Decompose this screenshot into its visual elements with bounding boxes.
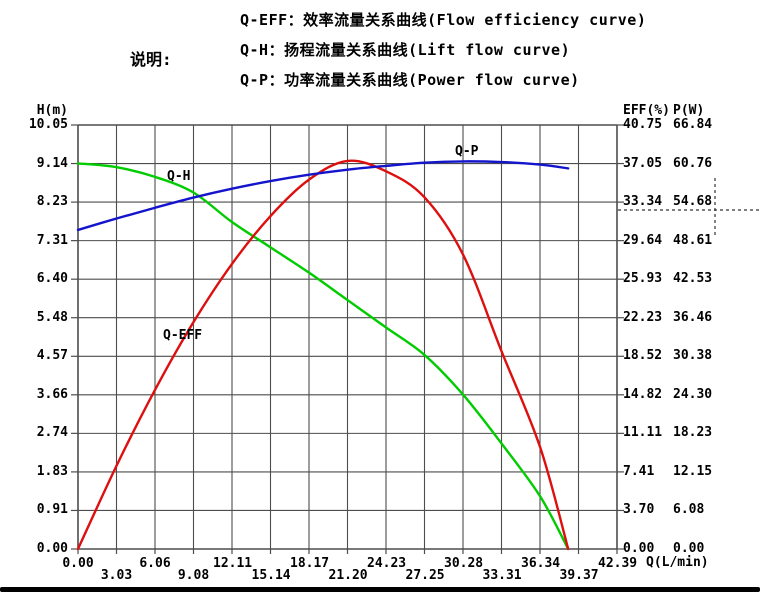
axis-tick-marks: [71, 124, 624, 554]
q-axis-tick-label: 15.14: [251, 568, 291, 583]
eff-axis-tick-label: 3.70: [623, 502, 655, 518]
left-axis-tick-label: 10.05: [28, 117, 68, 132]
p-axis-tick-label: 54.68: [673, 194, 713, 210]
eff-axis-tick-label: 22.23: [623, 309, 663, 325]
q-h-curve: [76, 162, 570, 551]
q-axis-tick-label: 6.06: [139, 556, 171, 571]
p-axis-tick-label: 18.23: [673, 425, 713, 441]
q-axis-tick-label: 0.00: [62, 556, 94, 571]
q-axis-tick-label: 9.08: [177, 568, 210, 583]
q-axis-tick-label: 12.11: [213, 556, 253, 571]
p-axis-tick-label: 12.15: [673, 463, 713, 479]
q-axis-tick-label: 30.28: [444, 556, 484, 571]
eff-axis-title: EFF(%): [623, 103, 670, 118]
legend-label: 说明:: [130, 50, 172, 69]
eff-axis-tick-label: 37.05: [623, 155, 663, 171]
left-axis-title: H(m): [36, 103, 68, 118]
p-axis-title: P(W): [673, 103, 705, 118]
p-axis-tick-label: 24.30: [673, 386, 713, 402]
p-axis-tick-label: 0.00: [673, 541, 705, 556]
q-axis-tick-label: 24.23: [367, 556, 407, 571]
legend-line-qh: Q-H：扬程流量关系曲线(Lift flow curve): [240, 41, 571, 59]
eff-axis-tick-label: 14.82: [623, 386, 663, 402]
eff-axis-tick-label: 11.11: [623, 425, 663, 441]
left-axis-tick-label: 6.40: [36, 271, 68, 287]
left-axis-tick-label: 2.74: [36, 425, 68, 441]
eff-axis-tick-label: 33.34: [623, 194, 663, 210]
q-axis-tick-label: 33.31: [482, 568, 522, 583]
qh-curve-label: Q-H: [167, 169, 191, 184]
eff-axis-tick-label: 25.93: [623, 271, 663, 287]
left-axis-tick-label: 7.31: [36, 232, 68, 248]
p-axis-tick-label: 6.08: [673, 502, 705, 518]
left-axis-tick-label: 5.48: [36, 309, 68, 325]
left-axis-tick-label: 1.83: [36, 463, 68, 479]
q-axis-tick-label: 3.03: [100, 568, 133, 583]
dashed-crosshair-marker: [618, 178, 760, 238]
q-axis-tick-label: 36.34: [521, 556, 561, 571]
left-axis-tick-label: 0.00: [36, 541, 68, 556]
q-axis-tick-label: 42.39: [598, 556, 638, 571]
qp-curve-label: Q-P: [455, 144, 479, 159]
p-axis-tick-label: 66.84: [673, 117, 713, 132]
q-axis-tick-label: 21.20: [328, 568, 368, 583]
q-eff-curve: [76, 159, 570, 551]
p-axis-tick-label: 48.61: [673, 232, 713, 248]
q-p-curve: [76, 160, 570, 232]
left-axis-tick-label: 8.23: [36, 194, 68, 210]
grid-lines: [77, 124, 618, 550]
left-axis-tick-label: 4.57: [36, 348, 68, 364]
q-axis-tick-label: 27.25: [405, 568, 445, 583]
p-axis-tick-label: 60.76: [673, 155, 713, 171]
q-axis-title: Q(L/min): [646, 555, 709, 570]
left-axis-tick-label: 0.91: [36, 502, 68, 518]
p-axis-tick-label: 30.38: [673, 348, 713, 364]
legend-line-qeff: Q-EFF：效率流量关系曲线(Flow efficiency curve): [240, 11, 647, 29]
p-axis-tick-label: 42.53: [673, 271, 713, 287]
eff-axis-tick-label: 7.41: [623, 463, 655, 479]
qeff-curve-label: Q-EFF: [163, 328, 203, 343]
left-axis-tick-label: 9.14: [36, 155, 68, 171]
eff-axis-tick-label: 18.52: [623, 348, 663, 364]
legend-line-qp: Q-P：功率流量关系曲线(Power flow curve): [240, 71, 580, 89]
eff-axis-tick-label: 29.64: [623, 232, 663, 248]
left-axis-tick-label: 3.66: [36, 386, 68, 402]
q-axis-tick-label: 39.37: [559, 568, 599, 583]
eff-axis-tick-label: 0.00: [623, 541, 655, 556]
p-axis-tick-label: 36.46: [673, 309, 713, 325]
eff-axis-tick-label: 40.75: [623, 117, 663, 132]
window-bottom-border: [0, 587, 760, 592]
data-curves: [76, 159, 570, 551]
q-axis-tick-label: 18.17: [290, 556, 330, 571]
